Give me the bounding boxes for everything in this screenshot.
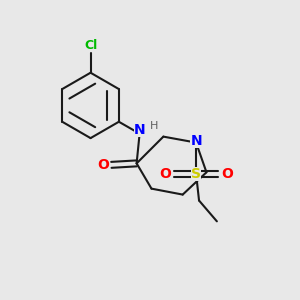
Text: S: S xyxy=(191,167,201,181)
Text: N: N xyxy=(134,123,146,137)
Text: H: H xyxy=(150,121,158,131)
Text: O: O xyxy=(159,167,171,181)
Text: Cl: Cl xyxy=(84,40,97,52)
Text: O: O xyxy=(97,158,109,172)
Text: N: N xyxy=(190,134,202,148)
Text: O: O xyxy=(221,167,233,181)
